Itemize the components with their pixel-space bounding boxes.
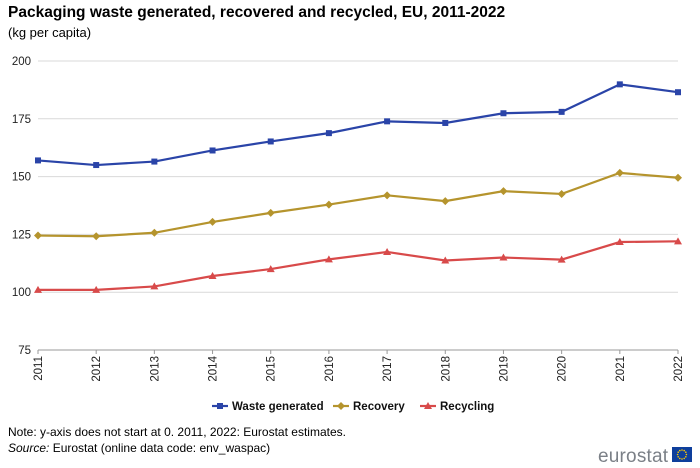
y-axis: 75 100 125 150 175 200 xyxy=(12,56,31,357)
series-line xyxy=(37,171,679,238)
legend-marker xyxy=(424,402,432,409)
data-point xyxy=(324,255,333,263)
x-tick-label: 2013 xyxy=(149,356,161,382)
legend-marker xyxy=(337,402,345,410)
data-point xyxy=(441,197,450,206)
data-point xyxy=(35,157,41,164)
x-axis: 2011 2012 2013 2014 2015 2016 2017 2018 2019 2020… xyxy=(33,349,685,382)
data-point xyxy=(499,253,508,261)
legend-label: Recovery xyxy=(353,401,405,413)
data-point xyxy=(92,285,101,293)
data-point xyxy=(34,231,42,240)
y-tick-label: 200 xyxy=(12,56,31,68)
data-point xyxy=(208,272,217,280)
gridlines xyxy=(38,60,678,351)
x-tick-label: 2020 xyxy=(557,356,569,382)
eurostat-logo: eurostat xyxy=(598,446,669,467)
x-tick-label: 2015 xyxy=(266,356,278,382)
data-point xyxy=(675,89,681,96)
data-point xyxy=(500,110,507,117)
data-point xyxy=(383,191,392,200)
chart-subtitle: (kg per capita) xyxy=(8,25,92,40)
series-line xyxy=(38,240,679,291)
x-tick-label: 2017 xyxy=(382,356,394,382)
y-tick-label: 150 xyxy=(12,172,31,184)
x-tick-label: 2011 xyxy=(33,356,45,381)
eu-flag-icon xyxy=(672,447,692,462)
data-point xyxy=(92,232,101,241)
y-tick-label: 100 xyxy=(12,287,31,299)
data-point xyxy=(384,118,391,125)
data-point xyxy=(615,238,624,246)
data-point xyxy=(209,147,216,154)
series-recovery xyxy=(34,168,682,241)
data-point xyxy=(34,285,42,293)
x-tick-label: 2012 xyxy=(91,356,103,382)
x-tick-label: 2021 xyxy=(615,356,627,382)
data-point xyxy=(266,265,275,273)
data-point xyxy=(616,81,623,88)
chart-note: Note: y-axis does not start at 0. 2011, … xyxy=(8,425,346,439)
x-tick-label: 2019 xyxy=(498,356,510,382)
data-point xyxy=(267,138,274,145)
x-tick-label: 2018 xyxy=(440,356,452,382)
data-point xyxy=(150,282,159,290)
data-point xyxy=(557,255,566,263)
legend-item: Recycling xyxy=(420,401,494,413)
legend-item: Recovery xyxy=(333,401,405,413)
data-point xyxy=(615,168,624,177)
series-line xyxy=(37,83,679,167)
source-label: Source: xyxy=(8,441,50,455)
data-point xyxy=(442,119,449,126)
chart-source: Source: Eurostat (online data code: env_… xyxy=(8,441,270,455)
data-point xyxy=(208,217,217,226)
data-point xyxy=(325,130,332,137)
legend-label: Waste generated xyxy=(232,401,324,413)
data-point xyxy=(151,158,158,165)
y-tick-label: 125 xyxy=(12,229,31,241)
series-recycling xyxy=(34,237,682,293)
legend: Waste generated Recovery Recycling xyxy=(212,401,494,413)
series-waste-generated xyxy=(35,81,681,169)
data-point xyxy=(674,237,682,245)
series-layer xyxy=(34,81,682,293)
data-point xyxy=(93,162,100,169)
data-point xyxy=(674,173,682,182)
x-tick-label: 2016 xyxy=(324,356,336,382)
data-point xyxy=(441,256,450,264)
data-point xyxy=(383,247,392,255)
data-point xyxy=(558,108,565,115)
source-text: Eurostat (online data code: env_waspac) xyxy=(49,441,271,455)
data-point xyxy=(266,208,275,217)
legend-label: Recycling xyxy=(440,401,494,413)
data-point xyxy=(557,189,566,198)
x-tick-label: 2022 xyxy=(673,356,685,382)
data-point xyxy=(324,200,333,209)
legend-item: Waste generated xyxy=(212,401,324,413)
chart-title: Packaging waste generated, recovered and… xyxy=(8,4,506,21)
y-tick-label: 175 xyxy=(12,114,31,126)
data-point xyxy=(499,187,508,196)
data-point xyxy=(150,228,159,237)
legend-marker xyxy=(217,403,223,409)
y-tick-label: 75 xyxy=(18,345,31,357)
x-tick-label: 2014 xyxy=(208,355,220,381)
